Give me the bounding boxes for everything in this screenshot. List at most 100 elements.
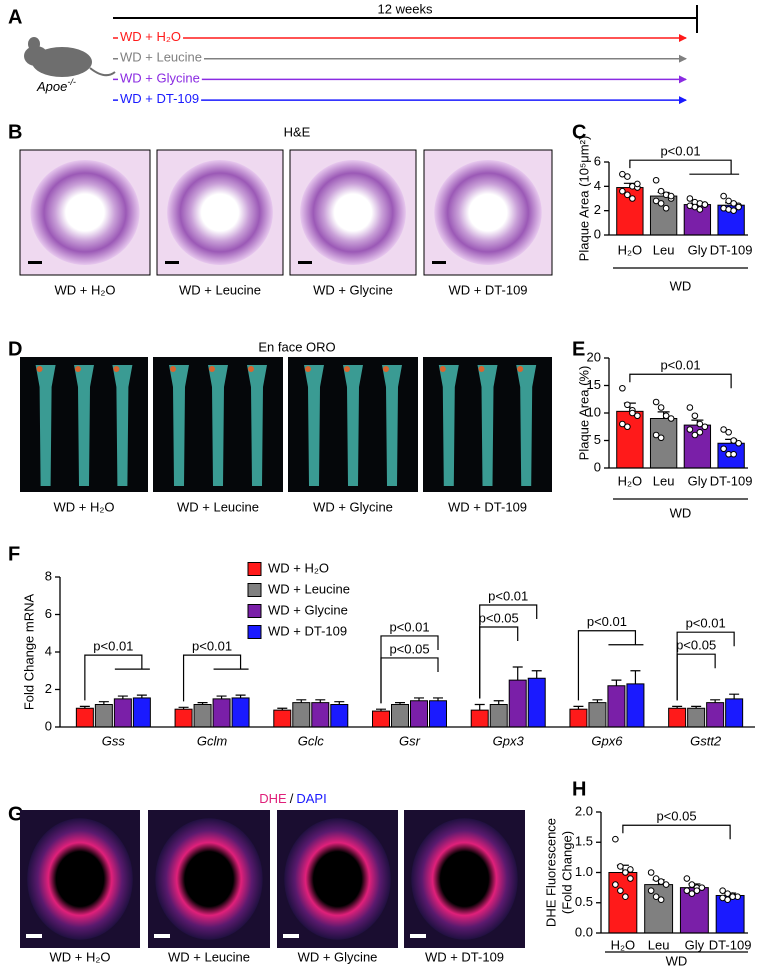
lesion	[75, 366, 81, 372]
dhe-image	[20, 810, 140, 948]
panel-label: D	[8, 338, 22, 360]
error-bar	[474, 703, 485, 711]
bar	[616, 410, 644, 469]
vessel	[155, 818, 263, 940]
data-point	[622, 893, 629, 901]
image-caption: WD + H₂O	[54, 282, 115, 297]
image-title: En face ORO	[258, 339, 335, 354]
error-bar	[216, 695, 227, 699]
bar	[94, 704, 113, 728]
aorta	[169, 365, 189, 486]
treatment-label: WD + Glycine	[120, 70, 200, 85]
image-title: H&E	[284, 124, 311, 139]
data-point	[624, 423, 631, 431]
data-point	[667, 415, 675, 422]
bar	[75, 707, 94, 728]
title-part: DHE	[259, 791, 287, 806]
data-point	[634, 180, 641, 188]
bar	[608, 872, 638, 934]
data-point	[730, 437, 737, 444]
lesion	[209, 366, 215, 372]
data-point	[693, 887, 701, 894]
group-label: WD	[670, 505, 692, 520]
lesion	[248, 366, 254, 372]
panel-label: C	[572, 121, 586, 143]
x-tick-label: Gclm	[197, 733, 228, 748]
error-bar	[197, 702, 208, 705]
aorta	[477, 365, 498, 486]
treatment-label: WD + H₂O	[120, 29, 181, 44]
x-tick-label: DT-109	[710, 473, 753, 488]
vessel	[27, 818, 133, 940]
significance-bracket	[182, 654, 249, 702]
data-point	[730, 207, 737, 214]
bar	[231, 697, 250, 728]
image-caption: WD + DT-109	[425, 949, 504, 964]
bar	[273, 709, 292, 728]
model-name: Apoe	[36, 79, 67, 94]
y-axis-label: Plaque Area (10⁵μm²)	[576, 136, 591, 262]
y-tick-label: 5	[594, 432, 601, 447]
error-bar	[710, 699, 721, 703]
y-tick-label: 4	[594, 178, 601, 193]
data-point	[730, 450, 737, 458]
data-point	[622, 869, 629, 876]
bar	[626, 683, 645, 728]
oro-image	[423, 357, 552, 492]
significance-bracket	[629, 373, 732, 389]
lesion	[517, 366, 524, 372]
significance-label: p<0.01	[660, 358, 700, 373]
x-tick-label: Leu	[653, 473, 675, 488]
significance-label: p<0.01	[587, 614, 627, 629]
x-tick-label: Gsr	[399, 733, 421, 748]
error-bar	[691, 705, 702, 709]
label-backdrop	[118, 70, 202, 86]
x-tick-label: Leu	[653, 242, 675, 257]
data-point	[624, 401, 631, 409]
model-sup: -/-	[67, 77, 76, 87]
y-tick-label: 10	[587, 404, 601, 419]
legend-swatch	[247, 604, 262, 618]
error-bar	[729, 693, 740, 699]
he-image	[423, 149, 553, 276]
data-point	[691, 412, 699, 420]
vessel	[167, 160, 273, 265]
data-point	[647, 887, 655, 894]
scale-bar	[28, 261, 42, 264]
significance-label: p<0.01	[389, 619, 429, 634]
aorta	[516, 365, 537, 486]
image-caption: WD + Glycine	[313, 282, 393, 297]
image-caption: WD + Glycine	[298, 949, 378, 964]
data-point	[629, 409, 636, 417]
significance-bracket	[622, 824, 731, 840]
data-point	[634, 412, 641, 420]
group-label: WD	[666, 953, 688, 967]
error-bar	[98, 701, 109, 705]
legend-label: WD + Leucine	[268, 581, 350, 596]
panel-label: G	[8, 803, 24, 825]
data-point	[698, 884, 706, 891]
data-point	[629, 195, 636, 202]
data-point	[652, 398, 660, 406]
legend-swatch	[247, 583, 262, 597]
error-bar	[277, 707, 288, 711]
scale-bar	[432, 261, 446, 264]
bar	[132, 697, 151, 728]
significance-bracket	[479, 604, 538, 699]
error-bar	[433, 697, 443, 701]
bar	[588, 702, 607, 728]
error-bar	[672, 705, 683, 709]
scale-bar	[165, 261, 179, 264]
aorta	[74, 365, 94, 486]
image-caption: WD + Leucine	[177, 499, 259, 514]
data-point	[652, 176, 660, 184]
error-bar	[235, 694, 246, 698]
aorta	[35, 365, 56, 486]
image-caption: WD + Glycine	[313, 499, 393, 514]
legend-label: WD + DT-109	[268, 623, 347, 638]
panel-label: E	[572, 338, 585, 360]
y-tick-label: 6	[594, 153, 601, 168]
y-axis-label: Fold Change mRNA	[21, 594, 36, 711]
data-point	[647, 869, 655, 876]
